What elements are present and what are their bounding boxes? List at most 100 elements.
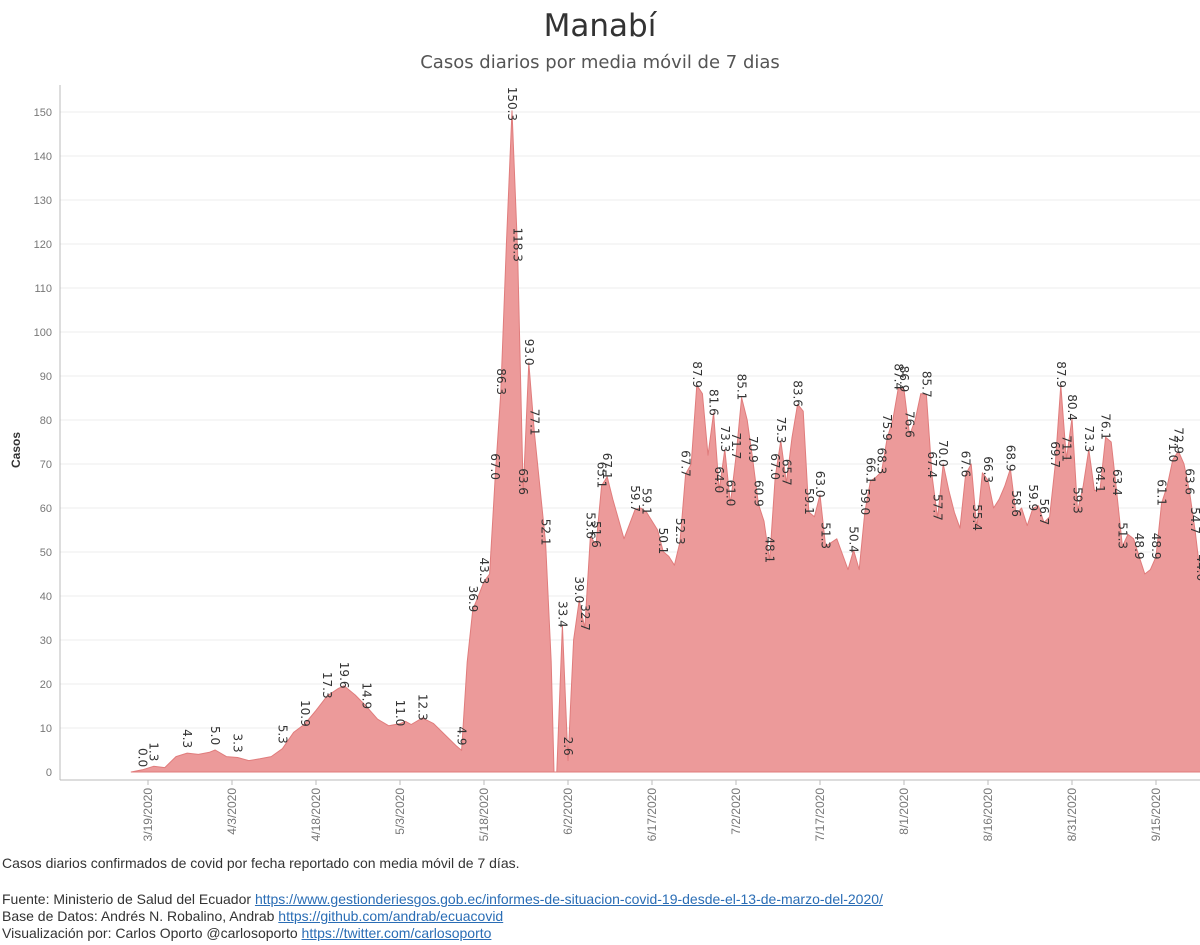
- data-label: 39.0: [572, 576, 586, 603]
- data-label: 59.0: [858, 488, 872, 515]
- data-label: 85.7: [919, 371, 933, 398]
- data-label: 86.3: [494, 368, 508, 395]
- data-label: 81.6: [707, 389, 721, 416]
- data-label: 61.0: [723, 480, 737, 507]
- data-label: 51.6: [589, 521, 603, 548]
- data-label: 75.3: [774, 417, 788, 444]
- data-label: 50.4: [847, 526, 861, 553]
- data-label: 1.3: [147, 742, 161, 761]
- data-label: 86.9: [897, 366, 911, 393]
- data-label: 72.9: [1171, 427, 1185, 454]
- data-label: 77.1: [527, 409, 541, 436]
- data-label: 58.6: [1009, 490, 1023, 517]
- area-layer: [130, 110, 1200, 773]
- data-label: 75.9: [880, 414, 894, 441]
- footer-viz: Visualización por: Carlos Oporto @carlos…: [2, 925, 491, 942]
- data-label: 67.1: [600, 453, 614, 480]
- data-label: 50.1: [656, 528, 670, 555]
- data-label: 43.3: [477, 558, 491, 585]
- y-tick-label: 50: [40, 547, 52, 559]
- footer-database: Base de Datos: Andrés N. Robalino, Andra…: [2, 908, 503, 925]
- x-tick-label: 7/17/2020: [813, 788, 827, 842]
- x-tick-label: 5/18/2020: [477, 788, 491, 842]
- y-tick-label: 120: [34, 239, 52, 251]
- x-tick-label: 8/1/2020: [897, 788, 911, 835]
- database-label: Base de Datos: Andrés N. Robalino, Andra…: [2, 908, 275, 924]
- data-label: 60.9: [751, 480, 765, 507]
- y-tick-label: 10: [40, 723, 52, 735]
- x-tick-label: 9/15/2020: [1149, 788, 1163, 842]
- chart-title: Manabí: [543, 8, 657, 44]
- y-tick-label: 100: [34, 327, 52, 339]
- data-label: 83.6: [791, 380, 805, 407]
- y-axis-label: Casos: [9, 432, 23, 468]
- x-tick-label: 8/16/2020: [981, 788, 995, 842]
- data-label: 85.1: [735, 374, 749, 401]
- x-tick-label: 6/17/2020: [645, 788, 659, 842]
- data-label: 5.3: [275, 725, 289, 744]
- data-label: 4.3: [180, 729, 194, 748]
- footer-note: Casos diarios confirmados de covid por f…: [2, 855, 520, 871]
- viz-link[interactable]: https://twitter.com/carlosoporto: [301, 925, 492, 941]
- data-label: 59.1: [802, 488, 816, 515]
- data-label: 70.0: [936, 440, 950, 467]
- axes: [59, 85, 1200, 781]
- data-label: 63.4: [1110, 469, 1124, 496]
- data-label: 67.0: [488, 453, 502, 480]
- data-label: 5.0: [208, 726, 222, 745]
- data-label: 71.7: [729, 433, 743, 460]
- data-label: 11.0: [393, 700, 407, 727]
- data-label: 44.0: [1194, 554, 1200, 581]
- data-label: 59.7: [628, 485, 642, 512]
- y-tick-label: 110: [34, 283, 52, 295]
- data-label: 65.7: [779, 459, 793, 486]
- data-label: 36.9: [466, 586, 480, 613]
- data-label: 68.3: [875, 448, 889, 475]
- data-label: 67.6: [959, 451, 973, 478]
- data-label: 67.4: [925, 451, 939, 478]
- data-label: 4.9: [455, 726, 469, 745]
- data-label: 80.4: [1065, 394, 1079, 421]
- data-label: 63.0: [813, 471, 827, 498]
- data-label: 57.7: [931, 494, 945, 521]
- data-label: 63.6: [1183, 468, 1197, 495]
- data-label: 73.3: [718, 426, 732, 453]
- chart-area: 0 10 20 30 40 50 60 70 80 90 100 110 120 130 140 150 3/…: [9, 85, 1200, 842]
- data-label: 87.9: [1054, 361, 1068, 388]
- data-label: 65.1: [595, 462, 609, 489]
- y-tick-labels: 0 10 20 30 40 50 60 70 80 90 100 110 120 130 140 150: [34, 107, 52, 779]
- source-link[interactable]: https://www.gestionderiesgos.gob.ec/info…: [254, 891, 883, 907]
- y-tick-label: 90: [40, 371, 52, 383]
- x-tick-label: 7/2/2020: [729, 788, 743, 835]
- data-label: 56.7: [1037, 499, 1051, 526]
- y-tick-label: 140: [34, 151, 52, 163]
- data-label: 63.6: [516, 468, 530, 495]
- data-label: 71.1: [1059, 435, 1073, 462]
- database-link[interactable]: https://github.com/andrab/ecuacovid: [278, 908, 504, 924]
- data-label: 19.6: [337, 662, 351, 689]
- data-label: 3.3: [231, 734, 245, 753]
- y-tick-label: 0: [46, 767, 52, 779]
- data-label: 118.3: [511, 228, 525, 262]
- data-label: 87.9: [690, 361, 704, 388]
- data-label: 64.1: [1093, 466, 1107, 493]
- data-labels: 0.01.3 4.3 5.0 3.3 5.3 10.9 17.3 19.6 14.9 11.0 12…: [135, 87, 1200, 767]
- data-label: 93.0: [522, 339, 536, 366]
- data-label: 61.1: [1155, 479, 1169, 506]
- data-label: 54.7: [1188, 507, 1200, 534]
- y-tick-label: 30: [40, 635, 52, 647]
- y-tick-label: 130: [34, 195, 52, 207]
- data-label: 66.3: [981, 456, 995, 483]
- data-label: 2.6: [561, 737, 575, 756]
- y-tick-label: 60: [40, 503, 52, 515]
- data-label: 69.7: [1048, 441, 1062, 468]
- data-label: 48.1: [763, 536, 777, 563]
- data-label: 17.3: [320, 672, 334, 699]
- data-label: 14.9: [359, 682, 373, 709]
- data-label: 55.4: [970, 504, 984, 531]
- data-label: 52.3: [673, 518, 687, 545]
- y-tick-label: 40: [40, 591, 52, 603]
- x-tick-label: 5/3/2020: [393, 788, 407, 835]
- data-label: 10.9: [298, 700, 312, 727]
- x-tick-label: 3/19/2020: [141, 788, 155, 842]
